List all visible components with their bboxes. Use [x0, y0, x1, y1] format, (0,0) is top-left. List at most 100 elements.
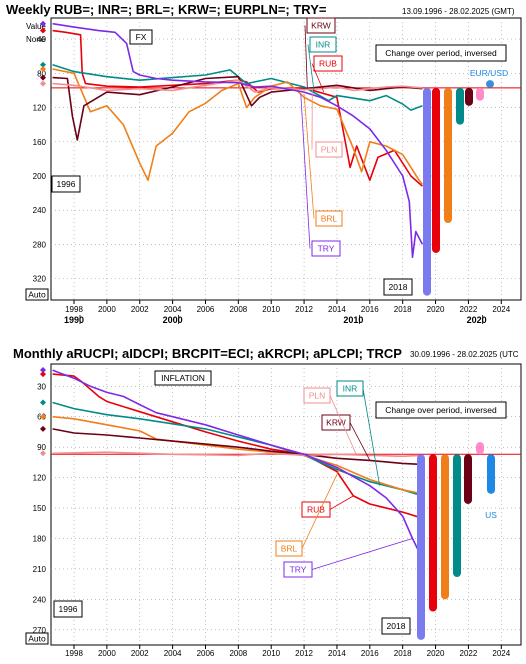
chart-1-y-tick-label: 40: [37, 35, 46, 44]
chart-2-series-line-inr: [52, 401, 423, 497]
chart-1-change-bar-try: [423, 87, 431, 296]
chart-1-x-tick-label: 2020: [427, 305, 445, 314]
chart-2-series-label-rub: RUB: [307, 505, 325, 515]
chart-2-note-box: [375, 401, 507, 419]
chart-2-plot: 3060901201501802102402701998200020022004…: [25, 363, 522, 658]
chart-1-change-bar-pln: [476, 87, 484, 101]
chart-1-x-tick-label: 2004: [164, 305, 182, 314]
chart-1-end-label: 2018: [389, 282, 408, 292]
chart-2-change-bar-brl: [441, 454, 449, 600]
chart-2-series-line-try: [52, 369, 424, 560]
chart-1-y-tick-label: 120: [33, 104, 47, 113]
chart-1-series-label-inr: INR: [316, 40, 331, 50]
chart-1-change-bar-eur-usd: [486, 80, 494, 88]
chart-2-x-tick-label: 2002: [131, 649, 149, 658]
chart-1-panel-label: FX: [136, 32, 147, 42]
chart-2-end-label-box: [381, 617, 411, 635]
chart-1-label-leader: [311, 63, 325, 93]
chart-2-series-start-marker: [40, 367, 46, 374]
chart-1-panel-label-box: [129, 29, 153, 45]
chart-1-x-tick-label: 2012: [295, 305, 313, 314]
chart-1-x-tick-label: 2022: [460, 305, 478, 314]
chart-1-auto-label-box: [25, 288, 49, 301]
chart-2-x-tick-label: 1998: [65, 649, 83, 658]
chart-2-y-tick-label: 180: [33, 534, 47, 543]
chart-2-panel-label: INFLATION: [161, 373, 205, 383]
chart-1-change-bar-krw: [465, 87, 473, 106]
chart-1-series-label-try: TRY: [318, 244, 335, 254]
chart-2-label-leader: [349, 422, 371, 461]
chart-2-x-tick-label: 2006: [197, 649, 215, 658]
chart-2-label-leader: [329, 395, 358, 456]
chart-2-x-tick-label: 2020: [427, 649, 445, 658]
chart-2-x-tick-label: 2018: [394, 649, 412, 658]
chart-2-end-label: 2018: [387, 621, 406, 631]
chart-2-label-leader: [311, 538, 413, 570]
chart-1-series-line-inr: [52, 64, 423, 111]
chart-2-label-leader: [329, 495, 354, 510]
chart-1-series-label-pln-box: [315, 141, 343, 158]
chart-2-y-tick-label: 120: [33, 474, 47, 483]
chart-2-series-line-pln: [52, 451, 423, 458]
chart-2-title: Monthly aRUCPI; aIDCPI; BRCPIT=ECI; aKRC…: [13, 346, 402, 361]
chart-1-series-line-rub: [52, 29, 423, 187]
chart-1-y-tick-label: 80: [37, 69, 46, 78]
chart-2-panel-label-box: [154, 370, 212, 386]
chart-2-start-label-box: [53, 600, 83, 618]
chart-2-series-line-brl: [52, 415, 423, 495]
chart-1-series-line-try: [52, 22, 424, 258]
chart-1-series-start-marker: [40, 20, 46, 27]
chart-1-label-leader: [307, 44, 315, 91]
chart-1-series-label-eur-usd: EUR/USD: [470, 68, 508, 78]
chart-1-series-label-rub: RUB: [319, 59, 337, 69]
chart-2-change-bar-us: [487, 454, 495, 494]
chart-1-decade-label: 2010: [343, 315, 363, 325]
chart-2-series-label-inr: INR: [343, 384, 358, 394]
chart-2-change-bar-try: [417, 454, 425, 640]
chart-1-x-tick-label: 2010: [262, 305, 280, 314]
chart-1-value-label: Value: [26, 22, 46, 31]
chart-2-series-start-marker: [40, 425, 46, 432]
chart-2-series-label-try: TRY: [290, 565, 307, 575]
chart-1-y-tick-label: 240: [33, 206, 47, 215]
chart-2-y-tick-label: 90: [37, 443, 46, 452]
chart-2-label-leader: [362, 388, 381, 486]
chart-2-y-tick-label: 240: [33, 595, 47, 604]
chart-1-x-tick-label: 2024: [492, 305, 510, 314]
chart-1-label-leader: [300, 93, 311, 249]
chart-1-series-label-try-box: [311, 240, 341, 257]
chart-1-y-tick-label: 280: [33, 240, 47, 249]
chart-1-decade-label: 1990: [64, 315, 84, 325]
chart-2-auto-label-box: [25, 632, 49, 645]
chart-2-change-bar-rub: [429, 454, 437, 612]
chart-1-y-tick-label: 320: [33, 275, 47, 284]
chart-2-series-start-marker: [40, 371, 46, 378]
chart-2-change-bar-inr: [453, 454, 461, 578]
chart-1-series-label-brl-box: [315, 210, 343, 227]
chart-1-series-label-rub-box: [313, 55, 343, 72]
chart-1-series-start-marker: [40, 74, 46, 81]
chart-1-y-tick-label: 160: [33, 138, 47, 147]
chart-2-change-bar-pln: [476, 442, 484, 455]
chart-1-auto-label: Auto: [28, 290, 46, 300]
chart-2-note: Change over period, inversed: [385, 405, 497, 415]
chart-1-x-tick-label: 2002: [131, 305, 149, 314]
chart-2-x-tick-label: 2014: [328, 649, 346, 658]
chart-1-y-tick-label: 200: [33, 172, 47, 181]
chart-1-decade-label: 2020: [467, 315, 487, 325]
chart-1-start-label-box: [51, 175, 81, 193]
chart-1-end-label-box: [383, 278, 413, 296]
chart-2-y-tick-label: 210: [33, 565, 47, 574]
chart-1-date-range: 13.09.1996 - 28.02.2025 (GMT): [402, 7, 515, 16]
chart-1-x-tick-label: 2008: [229, 305, 247, 314]
chart-2-x-tick-label: 2012: [295, 649, 313, 658]
chart-1-series-start-marker: [40, 61, 46, 68]
chart-2-x-tick-label: 2024: [492, 649, 510, 658]
chart-1-change-bar-brl: [444, 87, 452, 224]
chart-1-x-tick-label: 2016: [361, 305, 379, 314]
chart-1-label-leader: [303, 93, 315, 219]
chart-2-series-start-marker: [40, 450, 46, 457]
chart-1-label-leader: [304, 25, 308, 89]
chart-2-series-line-rub: [52, 373, 423, 519]
